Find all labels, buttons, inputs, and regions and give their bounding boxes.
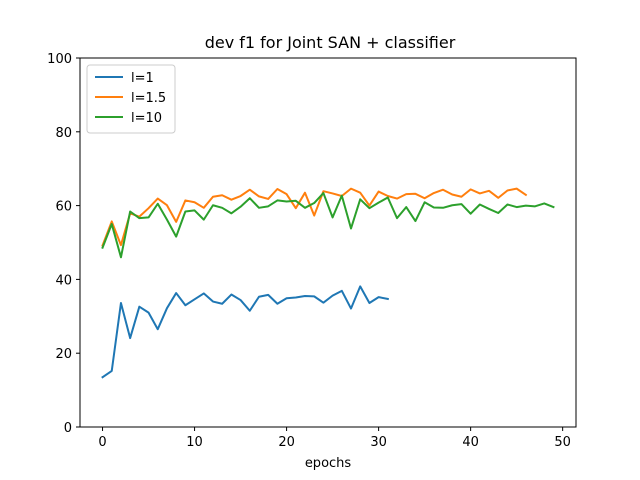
x-axis-label: epochs bbox=[305, 456, 352, 471]
plot-frame bbox=[79, 57, 577, 428]
axes: 0 10 20 30 40 50 0 20 40 60 80 100 bbox=[47, 52, 577, 450]
y-tick-label: 60 bbox=[55, 200, 72, 215]
x-tick-label: 40 bbox=[462, 435, 479, 450]
y-tick-label: 40 bbox=[55, 273, 72, 288]
x-tick-label: 50 bbox=[554, 435, 571, 450]
series-line-1 bbox=[101, 187, 528, 247]
y-tick-label: 0 bbox=[64, 421, 72, 436]
y-tick-label: 20 bbox=[55, 347, 72, 362]
y-tick-label: 100 bbox=[47, 52, 72, 67]
x-tick-label: 30 bbox=[370, 435, 387, 450]
series-line-0 bbox=[101, 285, 389, 379]
legend-label-2: l=10 bbox=[131, 111, 162, 126]
x-tick-label: 10 bbox=[186, 435, 203, 450]
series-layer bbox=[101, 187, 555, 379]
x-tick-label: 0 bbox=[98, 435, 106, 450]
x-tick-label: 20 bbox=[278, 435, 295, 450]
y-tick-label: 80 bbox=[55, 126, 72, 141]
legend-label-0: l=1 bbox=[131, 71, 154, 86]
chart-title: dev f1 for Joint SAN + classifier bbox=[205, 33, 456, 52]
series-line-2 bbox=[101, 192, 555, 259]
legend: l=1 l=1.5 l=10 bbox=[86, 64, 176, 134]
legend-label-1: l=1.5 bbox=[131, 91, 166, 106]
